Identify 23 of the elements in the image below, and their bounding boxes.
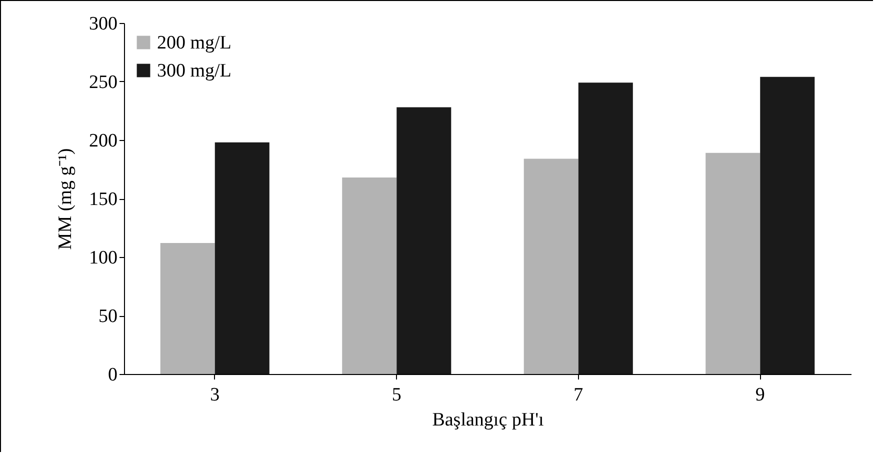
y-axis-title: MM (mg g⁻¹): [55, 148, 76, 250]
x-tick-label: 9: [755, 384, 765, 406]
bar: [214, 142, 270, 374]
x-tick-label: 7: [574, 384, 584, 406]
bar: [160, 242, 215, 374]
bar: [578, 82, 633, 374]
y-tick-label: 250: [89, 72, 118, 93]
y-tick-label: 100: [89, 248, 118, 268]
legend-label: 200 mg/L: [157, 32, 232, 54]
bar: [396, 107, 452, 374]
bar: [524, 158, 578, 374]
bar: [760, 76, 815, 374]
x-tick-label: 3: [210, 384, 220, 406]
bar: [342, 177, 397, 374]
legend-label: 300 mg/L: [157, 60, 232, 82]
y-tick-label: 200: [89, 130, 118, 152]
y-tick-label: 50: [98, 306, 118, 327]
x-tick-label: 5: [392, 384, 402, 406]
y-tick-label: 300: [89, 14, 118, 34]
y-tick-label: 0: [108, 364, 118, 386]
x-axis-title: Başlangıç pH'ı: [432, 410, 544, 430]
bar: [706, 152, 760, 374]
y-tick-label: 150: [89, 189, 118, 210]
